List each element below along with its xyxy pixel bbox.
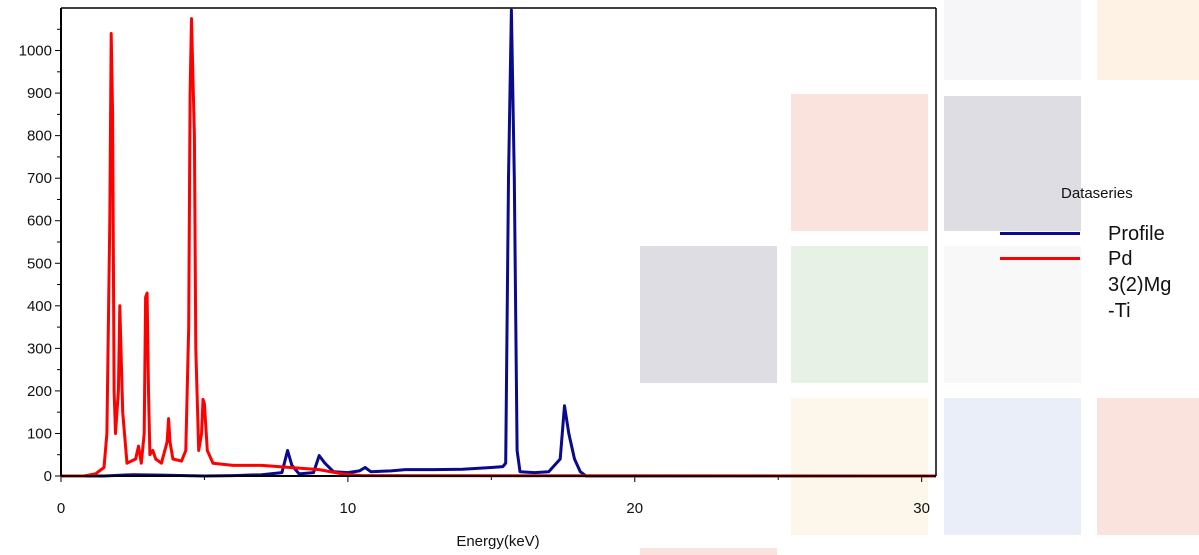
watermark-tile [791,94,928,231]
x-axis-label: Energy(keV) [456,533,539,550]
watermark-tile [944,398,1081,535]
watermark-tile [791,246,928,383]
y-tick-label: 0 [44,468,52,485]
y-tick-label: 300 [27,340,52,357]
x-tick-label: 10 [340,500,357,517]
watermark-tile [640,246,777,383]
series-line-pd-mg-ti [61,17,937,478]
y-tick-label: 900 [27,85,52,102]
legend-label-profile: Profile [1108,223,1165,245]
series-layer [61,8,937,478]
legend-title: Dataseries [1061,185,1133,202]
legend-item-pd-mg-ti: Pd 3(2)Mg -Ti [1000,248,1190,322]
watermark-tile [944,246,1081,383]
y-tick-label: 500 [27,255,52,272]
plot-frame [60,7,937,477]
y-tick-label: 1000 [19,43,52,60]
legend-swatch-pd-mg-ti [1000,257,1080,260]
x-tick-label: 30 [913,500,930,517]
watermark-tile [1097,0,1199,80]
x-tick-label: 0 [57,500,65,517]
axis-ticks [55,28,923,482]
y-tick-label: 400 [27,298,52,315]
y-tick-label: 800 [27,128,52,145]
series-line-profile [61,8,936,478]
watermark-tile [640,548,777,555]
watermark-tile [944,96,1081,231]
watermark-tile [791,398,928,535]
watermark-tile [944,0,1081,80]
watermark-tile [1097,398,1199,535]
x-tick-label: 20 [626,500,643,517]
y-tick-label: 700 [27,170,52,187]
legend-swatch-profile [1000,232,1080,235]
legend-label-pd-mg-ti: Pd 3(2)Mg -Ti [1108,248,1172,322]
y-tick-label: 200 [27,383,52,400]
legend-item-profile: Profile [1000,223,1190,292]
tick-labels: 0 100 200 300 400 500 600 700 800 900 1000 0 10 20 30 [19,43,930,517]
y-tick-label: 100 [27,425,52,442]
y-tick-label: 600 [27,213,52,230]
